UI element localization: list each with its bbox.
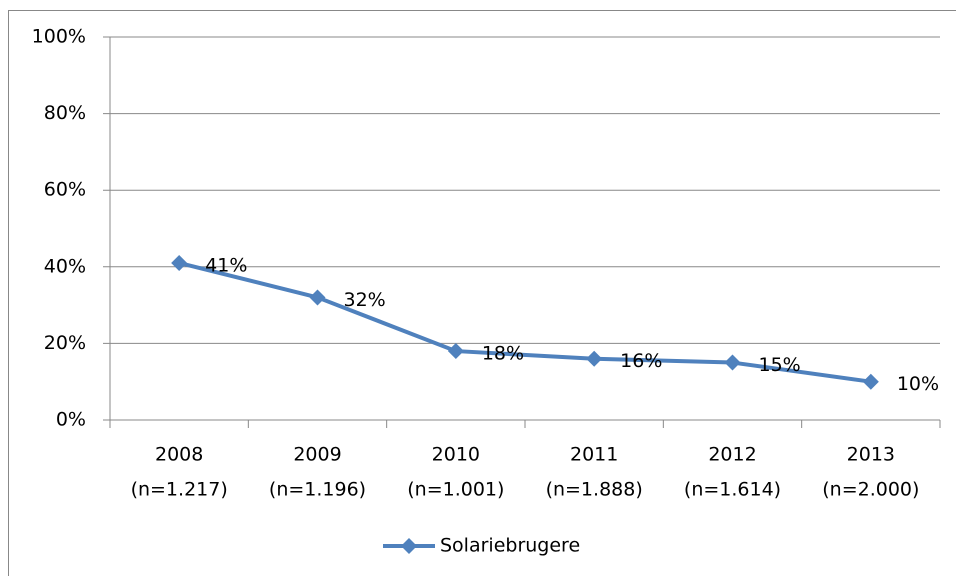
data-point — [447, 343, 464, 360]
x-tick-label: 2009 — [293, 444, 341, 466]
x-tick-label: (n=1.001) — [407, 479, 504, 501]
y-tick-label: 100% — [32, 26, 86, 48]
data-point — [724, 354, 741, 371]
y-tick-label: 40% — [44, 255, 86, 277]
data-label: 32% — [344, 289, 386, 311]
data-label: 18% — [482, 343, 524, 365]
data-point — [309, 289, 326, 306]
data-point — [586, 350, 603, 367]
data-label: 15% — [759, 354, 801, 376]
x-tick-label: 2012 — [708, 444, 756, 466]
x-tick-label: (n=1.614) — [684, 479, 781, 501]
data-point — [171, 254, 188, 271]
x-tick-label: (n=1.888) — [546, 479, 643, 501]
y-tick-label: 60% — [44, 179, 86, 201]
x-tick-label: 2010 — [432, 444, 480, 466]
y-tick-label: 0% — [56, 409, 86, 431]
data-point — [862, 373, 879, 390]
x-tick-label: 2011 — [570, 444, 618, 466]
series-line — [178, 261, 872, 384]
data-label: 41% — [205, 254, 247, 276]
x-tick-label: (n=1.217) — [131, 479, 228, 501]
data-label: 16% — [620, 350, 662, 372]
legend-label: Solariebrugere — [440, 535, 580, 557]
x-tick-label: (n=2.000) — [822, 479, 919, 501]
x-tick-label: 2008 — [155, 444, 203, 466]
legend-marker — [401, 538, 417, 554]
x-tick-label: (n=1.196) — [269, 479, 366, 501]
y-tick-label: 20% — [44, 332, 86, 354]
data-label: 10% — [897, 373, 939, 395]
x-tick-label: 2013 — [847, 444, 895, 466]
y-tick-label: 80% — [44, 102, 86, 124]
chart-frame — [8, 10, 956, 576]
